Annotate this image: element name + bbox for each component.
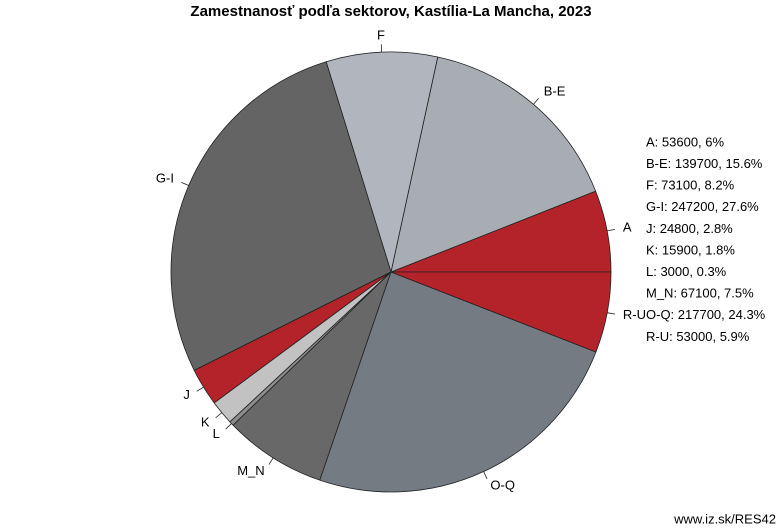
legend-entry: O-Q: 217700, 24.3%	[646, 307, 766, 322]
slice-label: M_N	[237, 463, 264, 478]
label-tick	[268, 457, 274, 465]
label-tick	[225, 423, 232, 430]
slice-label: F	[377, 28, 385, 43]
slice-label: L	[213, 426, 220, 441]
label-tick	[215, 412, 223, 419]
slice-label: R-U	[623, 307, 646, 322]
label-tick	[607, 312, 616, 315]
legend-entry: B-E: 139700, 15.6%	[646, 156, 763, 171]
label-tick	[483, 471, 488, 479]
legend-entry: R-U: 53000, 5.9%	[646, 329, 750, 344]
pie-slice	[390, 271, 612, 353]
legend-entry: A: 53600, 6%	[646, 134, 724, 149]
slice-label: A	[623, 219, 632, 234]
slice-label: B-E	[544, 84, 566, 99]
legend-entry: F: 73100, 8.2%	[646, 178, 735, 193]
label-tick	[533, 97, 539, 105]
legend-entry: M_N: 67100, 7.5%	[646, 286, 754, 301]
label-tick	[181, 182, 189, 186]
pie-slice	[170, 61, 392, 371]
legend-entry: K: 15900, 1.8%	[646, 242, 735, 257]
chart-title: Zamestnanosť podľa sektorov, Kastília-La…	[190, 3, 591, 20]
legend-entry: L: 3000, 0.3%	[646, 264, 727, 279]
label-tick	[196, 386, 204, 392]
slice-label: K	[201, 414, 210, 429]
slice-label: O-Q	[490, 477, 515, 492]
slice-label: J	[183, 387, 190, 402]
source: www.iz.sk/RES42	[673, 511, 776, 526]
legend-entry: G-I: 247200, 27.6%	[646, 199, 759, 214]
label-tick	[607, 228, 616, 232]
slice-label: G-I	[156, 171, 174, 186]
pie-slice	[390, 56, 597, 273]
legend-entry: J: 24800, 2.8%	[646, 221, 733, 236]
pie-slice	[232, 271, 392, 481]
